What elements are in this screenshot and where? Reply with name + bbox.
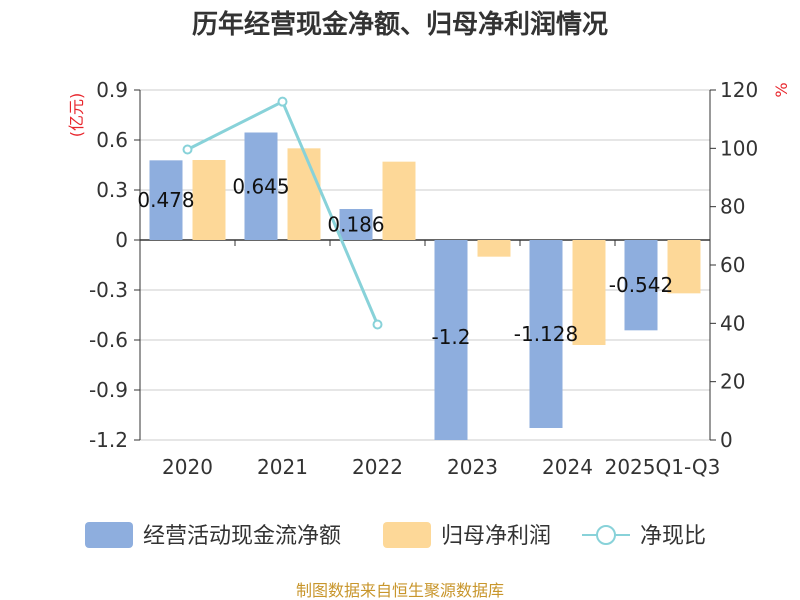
bar-net-profit [477, 240, 511, 257]
right-axis-tick-label: 0 [720, 428, 733, 452]
right-axis-tick-label: 100 [720, 136, 758, 160]
bars [149, 132, 701, 440]
gridlines [140, 89, 710, 441]
cash-flow-data-label: -1.2 [431, 325, 470, 349]
left-axis-unit: (亿元) [67, 93, 86, 138]
legend-ratio-marker [596, 525, 616, 545]
bar-net-profit [667, 240, 701, 294]
x-axis-tick-label: 2024 [542, 455, 593, 479]
x-axis-tick-label: 2023 [447, 455, 498, 479]
right-axis-tick-label: 60 [720, 253, 745, 277]
left-axis-tick-label: 0.6 [96, 128, 128, 152]
cash-flow-data-label: -0.542 [609, 273, 673, 297]
bar-net-profit [382, 161, 416, 240]
left-axis-tick-label: 0 [115, 228, 128, 252]
ratio-point [277, 96, 288, 107]
cash-flow-data-label: 0.186 [327, 213, 384, 237]
left-axis-tick-label: -1.2 [89, 428, 128, 452]
bar-cash-flow [529, 240, 563, 428]
bar-net-profit [192, 160, 226, 240]
right-axis-tick-label: 80 [720, 195, 745, 219]
cash-flow-data-label: 0.645 [232, 174, 289, 198]
left-axis-tick-label: 0.3 [96, 178, 128, 202]
left-axis-tick-label: -0.6 [89, 328, 128, 352]
axes: 0.9 0.6 0.3 0 -0.3 -0.6 -0.9 -1.2 120 100 80 60 40 20… [89, 78, 758, 479]
left-axis-tick-label: -0.9 [89, 378, 128, 402]
legend-cash-flow-swatch [85, 522, 133, 548]
x-axis-tick-label: 2021 [257, 455, 308, 479]
left-axis-tick-label: 0.9 [96, 78, 128, 102]
x-axis-tick-label: 2022 [352, 455, 403, 479]
right-axis-tick-label: 40 [720, 311, 745, 335]
chart-title: 历年经营现金净额、归母净利润情况 [192, 9, 608, 40]
legend-cash-flow-label: 经营活动现金流净额 [143, 524, 341, 549]
bar-net-profit [287, 148, 321, 240]
cash-flow-data-label: -1.128 [514, 322, 578, 346]
bar-net-profit [572, 240, 606, 345]
ratio-point [182, 144, 193, 155]
left-axis-tick-label: -0.3 [89, 278, 128, 302]
legend-ratio-label: 净现比 [640, 524, 706, 549]
x-axis-tick-label: 2020 [162, 455, 213, 479]
bar-cash-flow [434, 240, 468, 440]
ratio-point [372, 319, 383, 330]
bar-cash-flow [244, 132, 278, 240]
bar-cash-flow [149, 160, 183, 240]
ratio-line [182, 96, 383, 330]
source-note: 制图数据来自恒生聚源数据库 [296, 581, 504, 600]
legend: 经营活动现金流净额 归母净利润 净现比 [85, 522, 706, 549]
x-axis-tick-label: 2025Q1-Q3 [605, 455, 721, 479]
bar-cash-flow [339, 209, 373, 240]
right-axis-tick-label: 20 [720, 370, 745, 394]
data-labels: 0.478 0.645 0.186 -1.2 -1.128 -0.542 [137, 174, 673, 349]
cash-flow-data-label: 0.478 [137, 188, 194, 212]
right-axis-unit: % [772, 82, 791, 97]
legend-net-profit-label: 归母净利润 [441, 524, 551, 549]
legend-net-profit-swatch [383, 522, 431, 548]
bar-cash-flow [624, 240, 658, 331]
right-axis-tick-label: 120 [720, 78, 758, 102]
